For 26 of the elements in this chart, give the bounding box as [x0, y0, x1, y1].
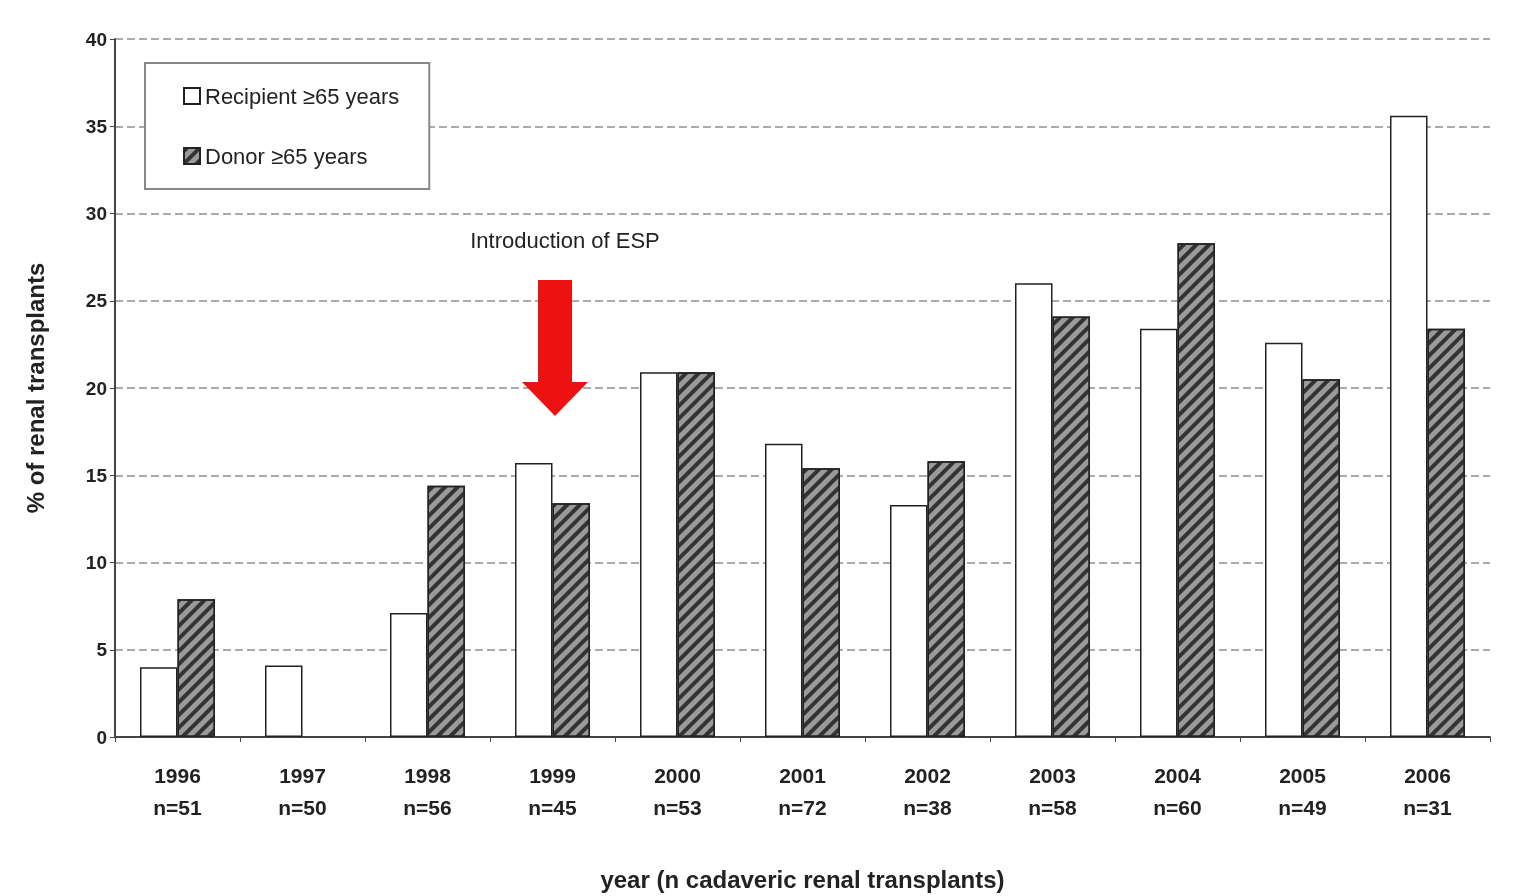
- annotation: Introduction of ESP: [470, 228, 660, 254]
- y-tick-label: 40: [85, 28, 107, 50]
- x-tick-label: 2004 n=60: [1153, 763, 1202, 819]
- y-tick-label: 10: [85, 552, 107, 573]
- legend-label: Recipient ≥65 years: [205, 83, 400, 109]
- x-tick-label: 1998 n=56: [403, 763, 452, 819]
- y-tick-label: 5: [96, 639, 108, 661]
- x-tick-label: 1999 n=45: [528, 763, 578, 819]
- y-tick-label: 0: [96, 726, 107, 748]
- x-tick-label: 2003 n=58: [1028, 763, 1078, 819]
- y-tick-label: 20: [85, 377, 107, 399]
- y-axis-title: % of renal transplants: [21, 262, 49, 514]
- x-tick-label: 2002 n=38: [903, 763, 953, 819]
- y-tick-label: 25: [85, 290, 108, 312]
- x-tick-label: 1996 n=51: [153, 763, 203, 819]
- x-tick-label: 2000 n=53: [653, 763, 702, 819]
- y-tick-label: 15: [85, 464, 108, 486]
- y-tick-label: 30: [85, 203, 107, 224]
- x-tick-label: 2005 n=49: [1278, 763, 1327, 819]
- x-axis-title: year (n cadaveric renal transplants): [600, 865, 1005, 893]
- x-tick-label: 2001 n=72: [778, 763, 827, 819]
- bar: [265, 665, 303, 737]
- y-tick-label: 35: [85, 115, 108, 137]
- x-tick-label: 1997 n=50: [278, 763, 327, 819]
- legend-label: Donor ≥65 years: [205, 143, 368, 169]
- x-tick-label: 2006 n=31: [1403, 763, 1453, 819]
